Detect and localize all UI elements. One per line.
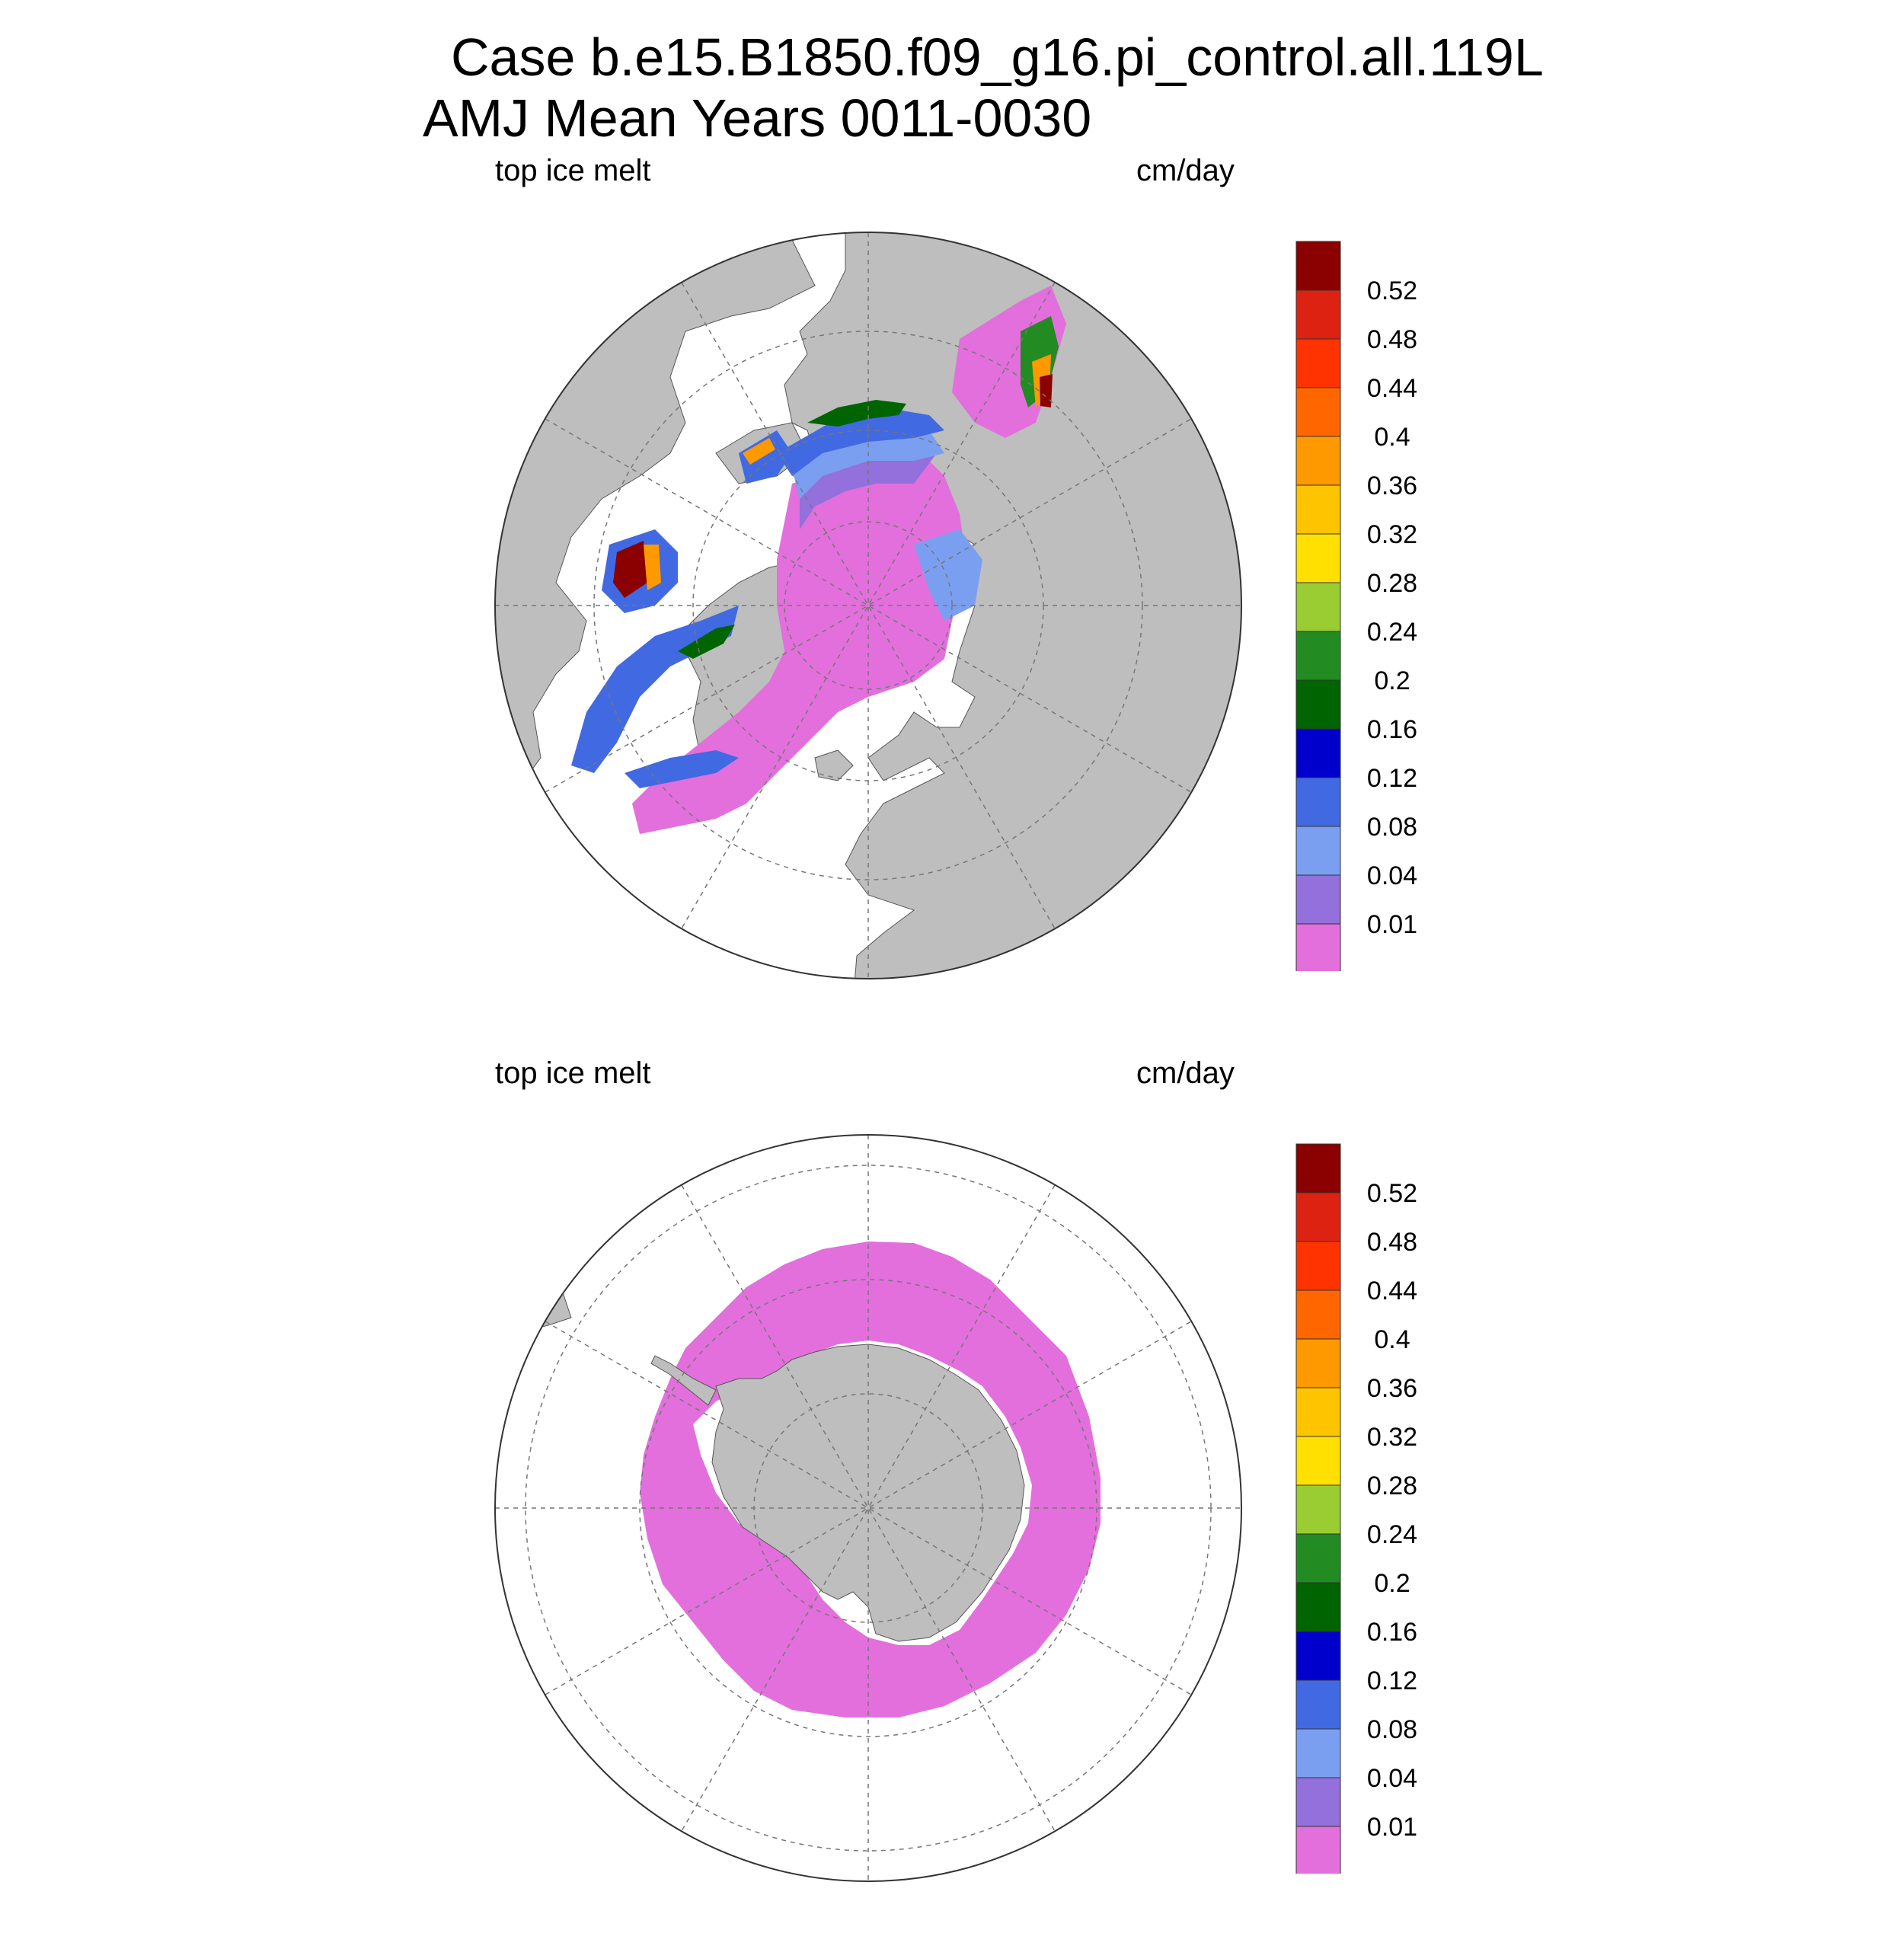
colorbar-swatch bbox=[1295, 289, 1341, 340]
colorbar-tick-label: 0.24 bbox=[1367, 1520, 1417, 1549]
colorbar-swatch bbox=[1295, 728, 1341, 778]
graticule-lines bbox=[495, 232, 1241, 979]
tasmania-tip bbox=[1065, 1850, 1105, 1881]
map-border bbox=[494, 1134, 1242, 1882]
arctic-ice-base bbox=[632, 453, 967, 834]
colorbar-swatch bbox=[1295, 1241, 1341, 1291]
colorbar-tick-label: 0.4 bbox=[1374, 423, 1410, 452]
colorbar-tick-label: 0.12 bbox=[1367, 764, 1417, 793]
colorbar-swatch bbox=[1295, 338, 1341, 388]
colorbar-tick-label: 0.48 bbox=[1367, 325, 1417, 354]
colorbar-tick-label: 0.01 bbox=[1367, 1813, 1417, 1842]
colorbar-swatch bbox=[1295, 923, 1341, 973]
colorbar-tick-label: 0.08 bbox=[1367, 1715, 1417, 1744]
hudson-bay-orange bbox=[644, 545, 661, 590]
colorbar-tick-label: 0.2 bbox=[1374, 666, 1410, 695]
colorbar-tick-label: 0.32 bbox=[1367, 520, 1417, 549]
arctic-polar-map bbox=[494, 232, 1242, 979]
units-label: cm/day bbox=[1136, 1056, 1235, 1090]
colorbar-tick-label: 0.12 bbox=[1367, 1666, 1417, 1695]
colorbar-swatch bbox=[1295, 631, 1341, 681]
colorbar-swatch bbox=[1295, 1777, 1341, 1827]
southern-ocean-sea-ice bbox=[640, 1241, 1101, 1718]
figure-title-case: Case b.e15.B1850.f09_g16.pi_control.all.… bbox=[451, 27, 1544, 87]
colorbar-swatch bbox=[1295, 436, 1341, 486]
antarctic-peninsula bbox=[650, 1355, 717, 1406]
beaufort-sea-ice bbox=[739, 430, 792, 484]
colorbar-tick-label: 0.28 bbox=[1367, 569, 1417, 598]
colorbar-tick-label: 0.44 bbox=[1367, 1277, 1417, 1305]
colorbar-swatch bbox=[1295, 1436, 1341, 1486]
colorbar-tick-label: 0.48 bbox=[1367, 1228, 1417, 1257]
arctic-ice-blue bbox=[777, 407, 944, 476]
colorbar-swatch bbox=[1295, 1728, 1341, 1778]
colorbar-south: 0.01 0.04 0.08 0.12 0.16 0.2 0.24 0.28 0.32 0.36 0… bbox=[1295, 1142, 1462, 1877]
colorbar-tick-label: 0.36 bbox=[1367, 1374, 1417, 1403]
iceland-island bbox=[814, 749, 854, 781]
colorbar-tick-label: 0.52 bbox=[1367, 276, 1417, 305]
variable-label: top ice melt bbox=[495, 154, 651, 187]
okhotsk-hotspot bbox=[1040, 374, 1053, 407]
colorbar-tick-label: 0.01 bbox=[1367, 910, 1417, 939]
colorbar-swatch bbox=[1295, 533, 1341, 583]
colorbar-tick-label: 0.4 bbox=[1374, 1325, 1410, 1354]
colorbar-swatch bbox=[1295, 241, 1341, 291]
barents-sea-ice bbox=[914, 529, 982, 621]
antarctic-polar-map bbox=[494, 1134, 1242, 1882]
colorbar-swatch bbox=[1295, 484, 1341, 535]
colorbar-tick-label: 0.16 bbox=[1367, 715, 1417, 744]
colorbar-tick-label: 0.28 bbox=[1367, 1471, 1417, 1500]
colorbar-tick-label: 0.08 bbox=[1367, 813, 1417, 842]
map-border bbox=[494, 232, 1242, 979]
labrador-sea-ice bbox=[625, 750, 739, 788]
colorbar-swatch bbox=[1295, 1338, 1341, 1388]
colorbar-swatch bbox=[1295, 1679, 1341, 1730]
colorbar-swatch bbox=[1295, 826, 1341, 876]
colorbar-tick-label: 0.2 bbox=[1374, 1569, 1410, 1598]
colorbar-swatch bbox=[1295, 1143, 1341, 1193]
colorbar-swatch bbox=[1295, 582, 1341, 632]
units-label: cm/day bbox=[1136, 154, 1235, 187]
colorbar-svg-north: 0.01 0.04 0.08 0.12 0.16 0.2 0.24 0.28 0.32 0.36 0… bbox=[1295, 241, 1417, 973]
colorbar-svg-south: 0.01 0.04 0.08 0.12 0.16 0.2 0.24 0.28 0.32 0.36 0… bbox=[1295, 1143, 1417, 1876]
colorbar-swatch bbox=[1295, 777, 1341, 827]
panel-arctic: top ice melt cm/day bbox=[0, 145, 1904, 1043]
figure-title-period: AMJ Mean Years 0011-0030 bbox=[423, 88, 1092, 148]
colorbar-swatch bbox=[1295, 874, 1341, 925]
colorbar-swatch bbox=[1295, 1582, 1341, 1632]
colorbar-tick-label: 0.04 bbox=[1367, 861, 1417, 890]
colorbar-north: 0.01 0.04 0.08 0.12 0.16 0.2 0.24 0.28 0.32 0.36 0… bbox=[1295, 240, 1462, 975]
colorbar-swatch bbox=[1295, 679, 1341, 730]
panel-antarctic: top ice melt cm/day bbox=[0, 1047, 1904, 1946]
colorbar-swatch bbox=[1295, 1484, 1341, 1535]
colorbar-swatch bbox=[1295, 1533, 1341, 1583]
colorbar-tick-label: 0.52 bbox=[1367, 1179, 1417, 1208]
colorbar-tick-label: 0.24 bbox=[1367, 618, 1417, 647]
colorbar-swatch bbox=[1295, 1826, 1341, 1876]
colorbar-swatch bbox=[1295, 387, 1341, 437]
colorbar-tick-label: 0.36 bbox=[1367, 471, 1417, 500]
arctic-ice-darkgreen bbox=[807, 400, 906, 427]
beaufort-sea-orange bbox=[743, 438, 775, 465]
new-zealand-tip bbox=[1218, 1355, 1241, 1395]
colorbar-tick-label: 0.32 bbox=[1367, 1423, 1417, 1452]
baffin-bay-green bbox=[678, 625, 735, 659]
hudson-bay-hotspot bbox=[613, 541, 647, 598]
colorbar-tick-label: 0.16 bbox=[1367, 1618, 1417, 1647]
variable-label: top ice melt bbox=[495, 1056, 651, 1090]
colorbar-swatch bbox=[1295, 1387, 1341, 1437]
colorbar-swatch bbox=[1295, 1289, 1341, 1340]
colorbar-swatch bbox=[1295, 1192, 1341, 1242]
colorbar-tick-label: 0.44 bbox=[1367, 374, 1417, 403]
graticule-lines bbox=[495, 1135, 1241, 1881]
colorbar-swatch bbox=[1295, 1631, 1341, 1681]
colorbar-tick-label: 0.04 bbox=[1367, 1764, 1417, 1793]
